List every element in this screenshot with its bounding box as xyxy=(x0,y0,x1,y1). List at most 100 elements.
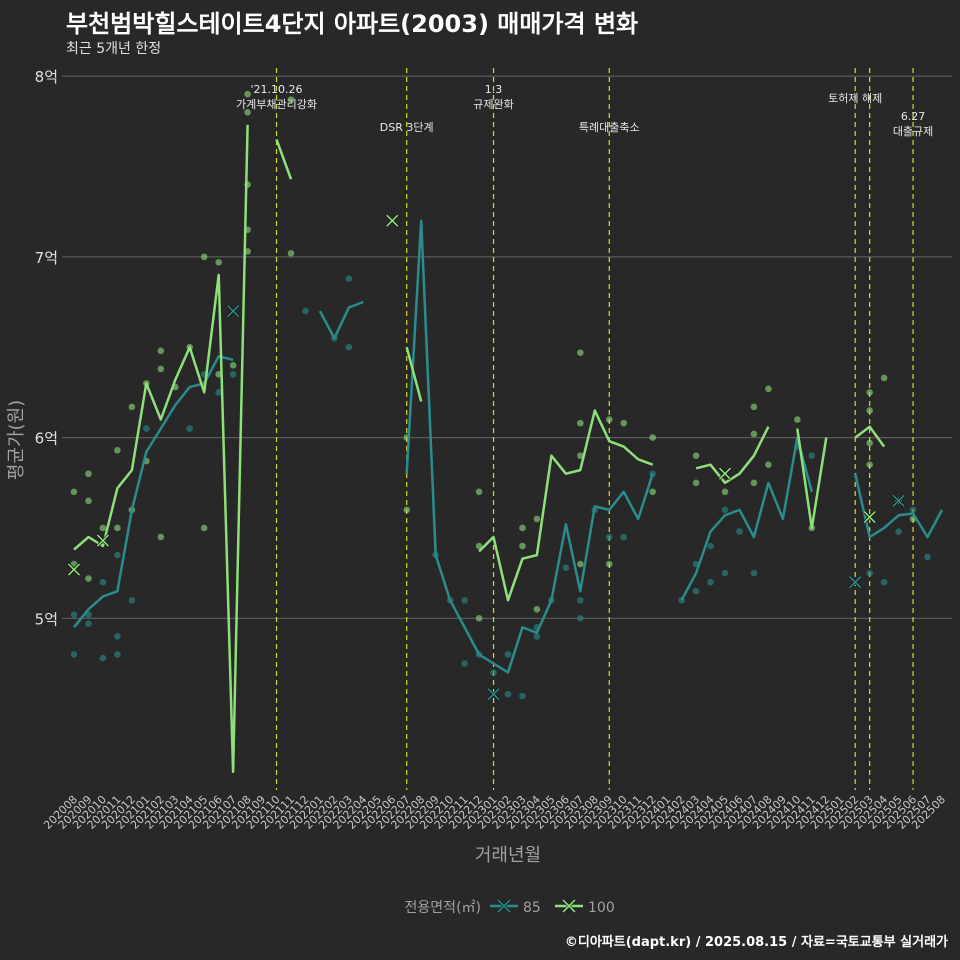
scatter-point xyxy=(215,389,222,396)
page-subtitle: 최근 5개년 한정 xyxy=(66,41,162,57)
scatter-point xyxy=(200,253,208,261)
cross-stroke xyxy=(386,214,399,227)
scatter-point xyxy=(287,249,295,257)
scatter-point xyxy=(866,569,873,577)
y-tick-label: 8억 xyxy=(35,68,58,86)
scatter-point xyxy=(461,660,468,667)
scatter-point xyxy=(157,347,165,355)
scatter-point xyxy=(577,596,584,604)
scatter-point xyxy=(70,488,78,496)
legend-key-cross xyxy=(496,898,512,914)
scatter-point xyxy=(750,430,758,438)
scatter-point xyxy=(244,90,251,98)
scatter-point xyxy=(605,533,613,541)
cross-stroke xyxy=(67,563,81,576)
scatter-point xyxy=(721,488,729,496)
scatter-point xyxy=(490,669,497,676)
y-tick-label: 7억 xyxy=(35,249,58,267)
legend: 전용면적(㎡) 85 100 xyxy=(405,898,615,916)
scatter-points xyxy=(70,90,931,700)
series-line-100 xyxy=(478,409,654,602)
scatter-point xyxy=(287,96,295,103)
scatter-point xyxy=(519,692,526,700)
scatter-point xyxy=(692,479,700,487)
scatter-point xyxy=(794,416,801,423)
scatter-point xyxy=(533,633,541,640)
cross-marker-100 xyxy=(863,510,877,524)
legend-item-100: 100 xyxy=(555,898,615,916)
scatter-point xyxy=(99,654,107,662)
scatter-point xyxy=(895,528,902,535)
scatter-point xyxy=(114,446,121,454)
cross-marker-100 xyxy=(385,214,399,228)
event-label: 1.3 xyxy=(485,83,503,96)
cross-marker-85 xyxy=(848,575,862,589)
scatter-point xyxy=(519,542,526,550)
legend-key-cross xyxy=(561,898,577,914)
scatter-point xyxy=(99,578,107,586)
cross-stroke xyxy=(863,511,876,524)
scatter-point xyxy=(70,611,78,618)
scatter-point xyxy=(229,362,237,369)
scatter-point xyxy=(461,596,468,604)
axes: 5억6억7억8억20200820200920201020201120201220… xyxy=(6,68,948,866)
event-label: 가계부채관리강화 xyxy=(236,98,317,111)
scatter-point xyxy=(605,416,613,423)
cross-marker-100 xyxy=(67,562,81,577)
scatter-point xyxy=(403,506,411,514)
legend-item-85: 85 xyxy=(490,898,541,916)
scatter-point xyxy=(85,620,92,628)
scatter-point xyxy=(85,497,92,505)
y-tick-label: 5억 xyxy=(35,610,58,628)
scatter-point xyxy=(302,307,309,315)
legend-title: 전용면적(㎡) xyxy=(405,900,481,916)
scatter-point xyxy=(577,560,584,568)
scatter-point xyxy=(114,524,121,532)
scatter-point xyxy=(649,434,656,441)
scatter-point xyxy=(475,542,483,550)
event-label: 토허제 해제 xyxy=(828,91,882,105)
series-line-100 xyxy=(695,426,770,485)
scatter-point xyxy=(707,542,714,550)
series-line-100 xyxy=(796,428,828,530)
scatter-point xyxy=(85,470,92,478)
scatter-point xyxy=(128,403,136,411)
scatter-point xyxy=(866,407,873,414)
grid-lines xyxy=(62,75,952,619)
scatter-point xyxy=(909,506,917,514)
cross-marker-85 xyxy=(892,494,906,508)
scatter-point xyxy=(765,385,772,393)
scatter-point xyxy=(577,452,584,459)
scatter-point xyxy=(475,488,483,496)
scatter-point xyxy=(649,488,656,496)
y-tick-label: 6억 xyxy=(35,430,58,448)
event-label: 대출규제 xyxy=(893,125,933,138)
cross-stroke xyxy=(718,467,732,480)
cross-stroke xyxy=(96,534,109,547)
scatter-point xyxy=(707,578,714,586)
scatter-point xyxy=(345,275,353,282)
scatter-point xyxy=(128,596,136,604)
x-axis-title: 거래년월 xyxy=(475,845,541,866)
scatter-point xyxy=(721,506,729,514)
scatter-point xyxy=(605,560,613,568)
scatter-point xyxy=(880,578,888,586)
scatter-point xyxy=(186,425,194,432)
scatter-point xyxy=(880,374,888,382)
scatter-point xyxy=(99,524,107,532)
legend-label: 100 xyxy=(588,900,615,916)
scatter-point xyxy=(157,365,165,373)
scatter-point xyxy=(475,615,483,622)
scatter-point xyxy=(504,651,512,658)
cross-stroke xyxy=(562,899,576,913)
scatter-point xyxy=(577,419,584,427)
event-label: 규제완화 xyxy=(473,98,513,111)
scatter-point xyxy=(750,403,758,411)
page-title: 부천범박힐스테이트4단지 아파트(2003) 매매가격 변화 xyxy=(66,10,639,38)
scatter-point xyxy=(533,605,541,613)
scatter-point xyxy=(114,551,121,559)
footer-credit: ©디아파트(dapt.kr) / 2025.08.15 / 자료=국토교통부 실… xyxy=(564,935,948,950)
scatter-point xyxy=(504,690,512,698)
scatter-point xyxy=(750,479,758,487)
